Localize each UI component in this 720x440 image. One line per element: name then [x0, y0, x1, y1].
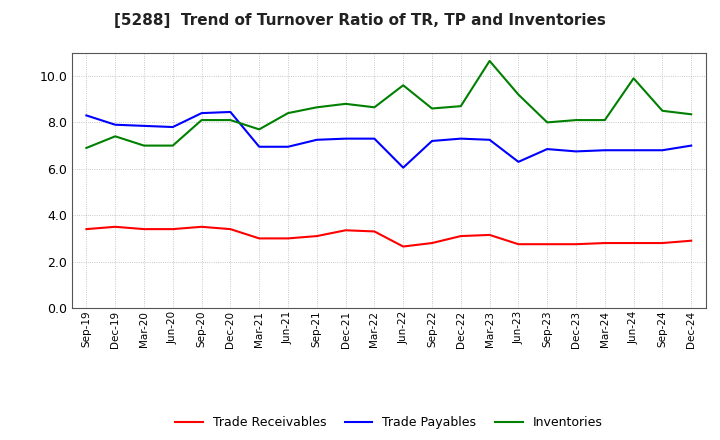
- Inventories: [111, 134, 120, 139]
- Inventories: [168, 143, 177, 148]
- Trade Payables: [428, 138, 436, 143]
- Trade Payables: [658, 147, 667, 153]
- Trade Receivables: [111, 224, 120, 229]
- Trade Payables: [255, 144, 264, 150]
- Inventories: [456, 103, 465, 109]
- Trade Payables: [341, 136, 350, 141]
- Trade Receivables: [168, 227, 177, 232]
- Trade Payables: [312, 137, 321, 143]
- Trade Payables: [514, 159, 523, 165]
- Trade Payables: [687, 143, 696, 148]
- Inventories: [572, 117, 580, 123]
- Inventories: [399, 83, 408, 88]
- Trade Receivables: [687, 238, 696, 243]
- Trade Receivables: [514, 242, 523, 247]
- Inventories: [428, 106, 436, 111]
- Legend: Trade Receivables, Trade Payables, Inventories: Trade Receivables, Trade Payables, Inven…: [170, 411, 608, 434]
- Trade Receivables: [399, 244, 408, 249]
- Inventories: [255, 127, 264, 132]
- Line: Trade Payables: Trade Payables: [86, 112, 691, 168]
- Inventories: [485, 58, 494, 63]
- Inventories: [82, 145, 91, 150]
- Trade Payables: [111, 122, 120, 127]
- Trade Receivables: [312, 234, 321, 239]
- Trade Payables: [82, 113, 91, 118]
- Trade Payables: [629, 147, 638, 153]
- Trade Receivables: [284, 236, 292, 241]
- Trade Receivables: [572, 242, 580, 247]
- Trade Receivables: [485, 232, 494, 238]
- Trade Receivables: [140, 227, 148, 232]
- Text: [5288]  Trend of Turnover Ratio of TR, TP and Inventories: [5288] Trend of Turnover Ratio of TR, TP…: [114, 13, 606, 28]
- Trade Receivables: [370, 229, 379, 234]
- Inventories: [658, 108, 667, 114]
- Inventories: [629, 76, 638, 81]
- Trade Payables: [543, 147, 552, 152]
- Inventories: [600, 117, 609, 123]
- Trade Receivables: [197, 224, 206, 229]
- Line: Inventories: Inventories: [86, 61, 691, 148]
- Inventories: [197, 117, 206, 123]
- Trade Receivables: [456, 234, 465, 239]
- Trade Payables: [140, 123, 148, 128]
- Inventories: [341, 101, 350, 106]
- Trade Receivables: [428, 240, 436, 246]
- Line: Trade Receivables: Trade Receivables: [86, 227, 691, 246]
- Trade Receivables: [629, 240, 638, 246]
- Inventories: [226, 117, 235, 123]
- Trade Receivables: [543, 242, 552, 247]
- Trade Payables: [226, 109, 235, 114]
- Trade Payables: [284, 144, 292, 150]
- Trade Receivables: [600, 240, 609, 246]
- Trade Payables: [600, 147, 609, 153]
- Inventories: [370, 105, 379, 110]
- Inventories: [140, 143, 148, 148]
- Trade Receivables: [255, 236, 264, 241]
- Trade Payables: [168, 125, 177, 130]
- Inventories: [514, 92, 523, 97]
- Trade Receivables: [341, 227, 350, 233]
- Trade Receivables: [82, 227, 91, 232]
- Trade Payables: [572, 149, 580, 154]
- Inventories: [284, 110, 292, 116]
- Trade Payables: [485, 137, 494, 143]
- Trade Payables: [197, 110, 206, 116]
- Inventories: [687, 112, 696, 117]
- Trade Receivables: [658, 240, 667, 246]
- Inventories: [543, 120, 552, 125]
- Trade Payables: [456, 136, 465, 141]
- Inventories: [312, 105, 321, 110]
- Trade Payables: [370, 136, 379, 141]
- Trade Receivables: [226, 227, 235, 232]
- Trade Payables: [399, 165, 408, 170]
